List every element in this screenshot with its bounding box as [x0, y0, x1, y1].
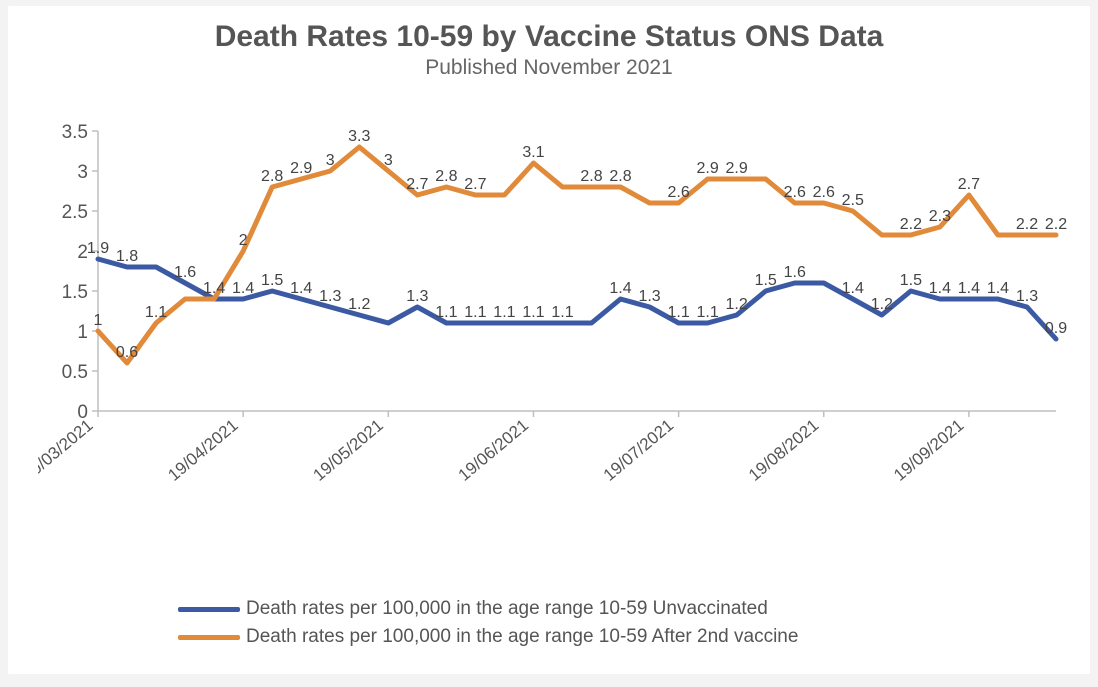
- x-tick-label: 19/08/2021: [745, 416, 822, 485]
- data-label: 2.5: [842, 192, 864, 209]
- data-label: 1.4: [609, 280, 631, 297]
- chart-subtitle: Published November 2021: [8, 56, 1090, 80]
- data-label: 1.5: [261, 272, 283, 289]
- chart-svg: 00.511.522.533.519/03/202119/04/202119/0…: [38, 121, 1068, 541]
- data-label: 1.1: [667, 304, 689, 321]
- legend-item-unvaccinated: Death rates per 100,000 in the age range…: [178, 598, 938, 620]
- data-label: 2.2: [900, 216, 922, 233]
- data-label: 1.9: [87, 240, 109, 257]
- data-label: 1.5: [755, 272, 777, 289]
- data-label: 1.8: [116, 248, 138, 265]
- x-tick-label: 19/09/2021: [890, 416, 967, 485]
- data-label: 1.4: [929, 280, 951, 297]
- y-tick-label: 3: [77, 162, 88, 183]
- x-tick-label: 19/07/2021: [600, 416, 677, 485]
- data-label: 2.7: [406, 176, 428, 193]
- y-tick-label: 1.5: [62, 282, 88, 303]
- data-label: 2.6: [667, 184, 689, 201]
- plot-area: 00.511.522.533.519/03/202119/04/202119/0…: [38, 121, 1068, 541]
- data-label: 2.7: [464, 176, 486, 193]
- data-label: 1.2: [726, 296, 748, 313]
- data-label: 2: [239, 232, 248, 249]
- data-label: 1.4: [290, 280, 312, 297]
- data-label: 2.6: [813, 184, 835, 201]
- data-label: 1.4: [958, 280, 980, 297]
- legend: Death rates per 100,000 in the age range…: [178, 592, 938, 654]
- data-label: 3: [384, 152, 393, 169]
- data-label: 1: [94, 312, 103, 329]
- data-label: 3.1: [522, 144, 544, 161]
- data-label: 1.1: [145, 304, 167, 321]
- data-label: 1.3: [1016, 288, 1038, 305]
- chart-card: Death Rates 10-59 by Vaccine Status ONS …: [8, 6, 1090, 674]
- data-label: 1.2: [871, 296, 893, 313]
- data-label: 1.4: [987, 280, 1009, 297]
- data-label: 1.6: [784, 264, 806, 281]
- data-label: 1.3: [638, 288, 660, 305]
- chart-title: Death Rates 10-59 by Vaccine Status ONS …: [8, 6, 1090, 54]
- data-label: 0.6: [116, 344, 138, 361]
- data-label: 1.2: [348, 296, 370, 313]
- y-tick-label: 2.5: [62, 202, 88, 223]
- x-tick-label: 19/03/2021: [38, 416, 97, 485]
- legend-swatch-unvaccinated: [178, 607, 240, 612]
- data-label: 1.4: [232, 280, 254, 297]
- data-label: 1.1: [464, 304, 486, 321]
- legend-swatch-after-2nd-vaccine: [178, 635, 240, 640]
- data-label: 0.9: [1045, 320, 1067, 337]
- data-label: 2.8: [261, 168, 283, 185]
- data-label: 2.2: [1016, 216, 1038, 233]
- data-label: 2.8: [609, 168, 631, 185]
- y-tick-label: 3.5: [62, 122, 88, 143]
- data-label: 2.8: [435, 168, 457, 185]
- data-label: 2.3: [929, 208, 951, 225]
- x-tick-label: 19/04/2021: [164, 416, 241, 485]
- data-label: 2.9: [697, 160, 719, 177]
- data-label: 1.3: [406, 288, 428, 305]
- y-tick-label: 1: [77, 322, 88, 343]
- data-label: 2.9: [726, 160, 748, 177]
- series-line-after-2nd-vaccine: [98, 147, 1056, 363]
- data-label: 1.4: [203, 280, 225, 297]
- data-label: 3: [326, 152, 335, 169]
- data-label: 2.8: [580, 168, 602, 185]
- y-tick-label: 0.5: [62, 362, 88, 383]
- data-label: 2.7: [958, 176, 980, 193]
- data-label: 1.1: [435, 304, 457, 321]
- series-line-unvaccinated: [98, 259, 1056, 339]
- data-label: 1.1: [522, 304, 544, 321]
- data-label: 1.5: [900, 272, 922, 289]
- data-label: 1.3: [319, 288, 341, 305]
- data-label: 1.4: [842, 280, 864, 297]
- legend-label-after-2nd-vaccine: Death rates per 100,000 in the age range…: [246, 626, 798, 648]
- data-label: 2.9: [290, 160, 312, 177]
- data-label: 3.3: [348, 128, 370, 145]
- legend-item-after-2nd-vaccine: Death rates per 100,000 in the age range…: [178, 626, 938, 648]
- data-label: 2.6: [784, 184, 806, 201]
- data-label: 1.1: [493, 304, 515, 321]
- data-label: 1.1: [697, 304, 719, 321]
- data-label: 1.6: [174, 264, 196, 281]
- legend-label-unvaccinated: Death rates per 100,000 in the age range…: [246, 598, 768, 620]
- x-tick-label: 19/05/2021: [309, 416, 386, 485]
- x-tick-label: 19/06/2021: [455, 416, 532, 485]
- data-label: 1.1: [551, 304, 573, 321]
- data-label: 2.2: [1045, 216, 1067, 233]
